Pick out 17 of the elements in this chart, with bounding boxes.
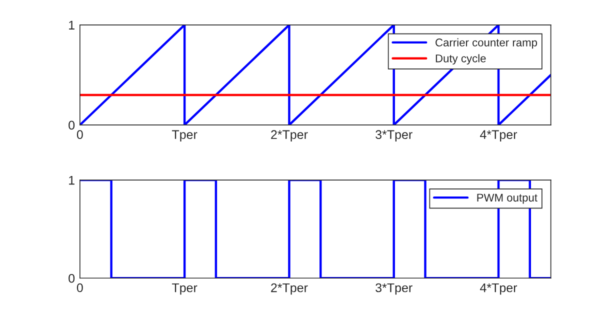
y-tick-label: 0 [68, 120, 75, 130]
y-tick-label: 1 [69, 20, 74, 30]
x-tick-label: Tper [172, 283, 198, 295]
x-tick-label: 4*Tper [480, 130, 518, 142]
legend-label: Duty cycle [436, 54, 486, 65]
x-tick-label: 0 [76, 283, 83, 292]
x-tick-label: 4*Tper [480, 283, 518, 295]
x-tick-label: 2*Tper [271, 130, 308, 142]
x-tick-label: 3*Tper [376, 283, 412, 295]
x-tick-label: 3*Tper [376, 130, 412, 142]
y-tick-label: 1 [69, 176, 74, 185]
y-tick-label: 0 [68, 274, 75, 283]
x-tick-label: 2*Tper [271, 283, 308, 295]
legend-label: Carrier counter ramp [436, 38, 538, 49]
x-tick-label: 0 [76, 130, 83, 140]
legend-label: PWM output [477, 194, 538, 204]
x-tick-label: Tper [172, 130, 198, 142]
